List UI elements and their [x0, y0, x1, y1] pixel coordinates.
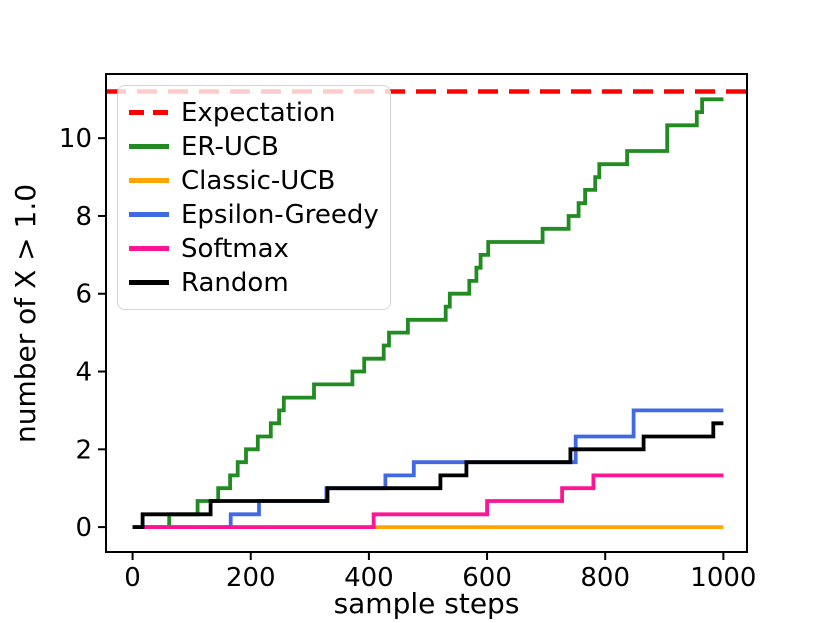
- legend-swatch-classic-ucb: [129, 178, 169, 183]
- legend-label-softmax: Softmax: [181, 233, 289, 264]
- series-line-softmax: [132, 473, 724, 529]
- series-line-epsilon-greedy: [132, 408, 724, 529]
- x-axis-label: sample steps: [333, 587, 520, 620]
- y-tick-label: 2: [75, 435, 92, 465]
- legend-item-classic-ucb: Classic-UCB: [129, 164, 382, 197]
- series-line-random: [132, 421, 724, 529]
- legend: Expectation ER-UCB Classic-UCB Epsilon-G…: [117, 85, 391, 310]
- y-tick-label: 10: [59, 124, 92, 154]
- legend-swatch-softmax: [129, 246, 169, 251]
- legend-swatch-epsilon-greedy: [129, 212, 169, 217]
- legend-item-er-ucb: ER-UCB: [129, 130, 382, 163]
- axes-spines: [105, 73, 748, 553]
- legend-item-softmax: Softmax: [129, 232, 382, 265]
- legend-swatch-er-ucb: [129, 144, 169, 149]
- legend-swatch-expectation: [129, 109, 169, 116]
- x-tick-label: 800: [580, 563, 630, 593]
- y-tick-label: 0: [75, 513, 92, 543]
- legend-label-epsilon-greedy: Epsilon-Greedy: [181, 199, 379, 230]
- legend-item-random: Random: [129, 266, 382, 299]
- series-line-er-ucb: [132, 97, 724, 529]
- x-tick-label: 0: [124, 563, 141, 593]
- legend-label-random: Random: [181, 267, 289, 298]
- y-tick-label: 8: [75, 202, 92, 232]
- x-tick-label: 400: [344, 563, 394, 593]
- legend-item-expectation: Expectation: [129, 96, 382, 129]
- legend-label-expectation: Expectation: [181, 97, 336, 128]
- x-tick-label: 1000: [690, 563, 756, 593]
- legend-swatch-random: [129, 280, 169, 285]
- y-tick-label: 6: [75, 280, 92, 310]
- legend-label-classic-ucb: Classic-UCB: [181, 165, 336, 196]
- legend-label-er-ucb: ER-UCB: [181, 131, 279, 162]
- y-axis-label: number of X > 1.0: [9, 183, 42, 443]
- y-tick-label: 4: [75, 358, 92, 388]
- x-tick-label: 200: [226, 563, 276, 593]
- x-tick-label: 600: [462, 563, 512, 593]
- legend-item-epsilon-greedy: Epsilon-Greedy: [129, 198, 382, 231]
